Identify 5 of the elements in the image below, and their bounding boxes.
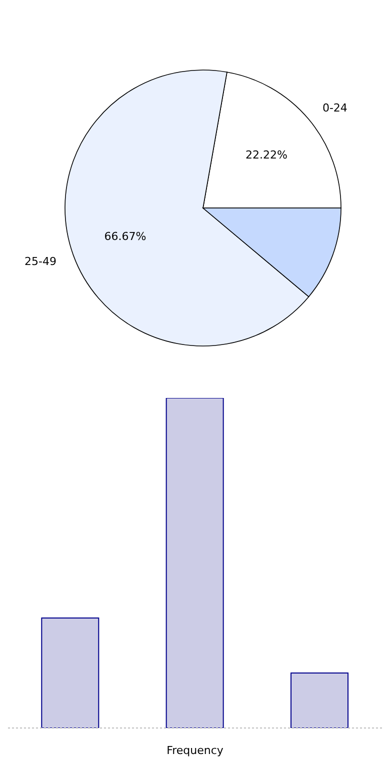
data-label: 22.22% [245, 148, 288, 162]
data-label: 66.67% [104, 230, 146, 243]
slice-label: 25-49 [24, 254, 56, 268]
x-axis-title: Frequency [166, 744, 224, 757]
slice-label: 0-24 [322, 101, 348, 114]
